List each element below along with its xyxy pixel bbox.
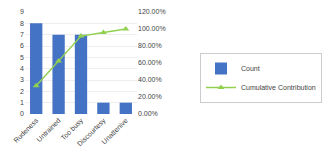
svg-text:100.00%: 100.00% xyxy=(138,25,166,32)
svg-text:3: 3 xyxy=(20,76,24,83)
svg-text:Discourtesy: Discourtesy xyxy=(76,116,108,148)
svg-text:2: 2 xyxy=(20,88,24,95)
svg-text:8: 8 xyxy=(20,20,24,27)
svg-text:9: 9 xyxy=(20,8,24,15)
svg-text:Unattenive: Unattenive xyxy=(100,117,129,146)
svg-text:6: 6 xyxy=(20,42,24,49)
svg-text:40.00%: 40.00% xyxy=(138,76,162,83)
svg-text:Untrained: Untrained xyxy=(35,117,61,143)
svg-text:Rudeness: Rudeness xyxy=(12,116,40,144)
svg-text:Too busy: Too busy xyxy=(59,116,85,142)
svg-text:60.00%: 60.00% xyxy=(138,59,162,66)
svg-text:1: 1 xyxy=(20,99,24,106)
svg-text:0: 0 xyxy=(20,110,24,117)
svg-text:4: 4 xyxy=(20,65,24,72)
svg-text:5: 5 xyxy=(20,54,24,61)
svg-text:Count: Count xyxy=(241,65,260,72)
svg-text:0.00%: 0.00% xyxy=(138,110,158,117)
svg-text:120.00%: 120.00% xyxy=(138,8,166,15)
svg-text:Cumulative Contribution: Cumulative Contribution xyxy=(241,84,316,91)
svg-text:7: 7 xyxy=(20,31,24,38)
svg-text:20.00%: 20.00% xyxy=(138,93,162,100)
svg-text:80.00%: 80.00% xyxy=(138,42,162,49)
